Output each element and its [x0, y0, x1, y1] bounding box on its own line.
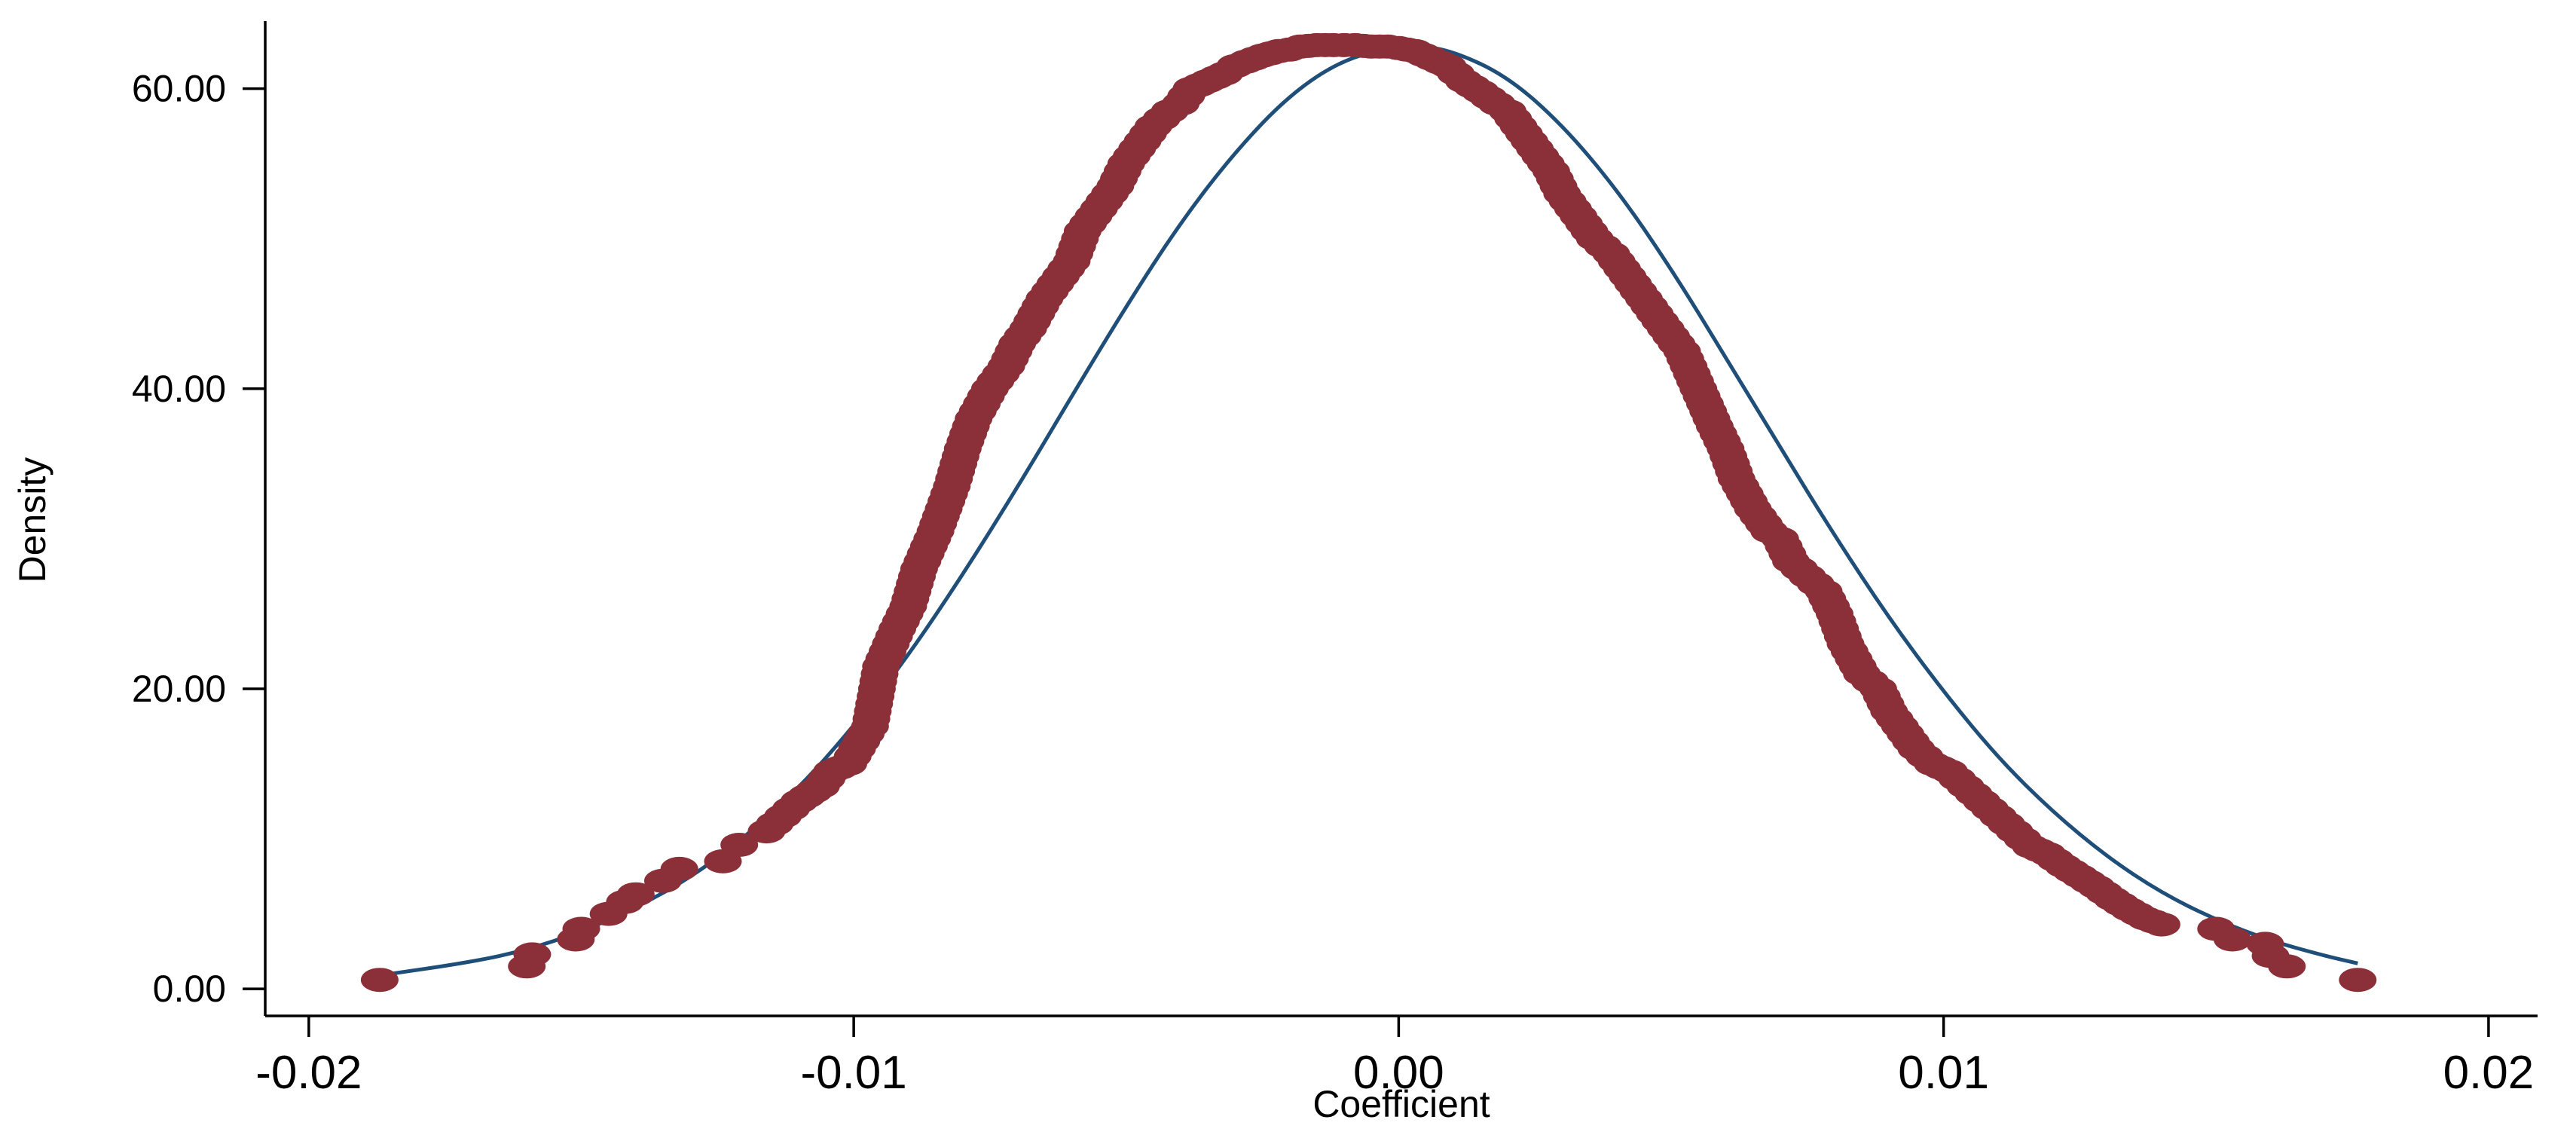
x-tick-label: 0.01 — [1898, 1047, 1989, 1099]
density-point — [2268, 954, 2306, 979]
x-tick-label: -0.02 — [255, 1047, 362, 1099]
y-tick-label: 0.00 — [153, 968, 226, 1010]
density-point — [616, 882, 655, 907]
density-point — [2339, 968, 2377, 993]
x-axis-title: Coefficient — [1312, 1083, 1490, 1125]
density-point — [660, 856, 698, 881]
x-tick-label: 0.02 — [2443, 1047, 2535, 1099]
x-axis-ticks: -0.02 -0.01 0.00 0.01 0.02 — [255, 1016, 2534, 1099]
x-tick-label: -0.01 — [800, 1047, 906, 1099]
density-marker-series — [360, 32, 2377, 993]
y-tick-label: 20.00 — [132, 668, 226, 710]
density-point — [360, 968, 399, 993]
density-point — [513, 942, 552, 967]
density-point — [2142, 912, 2180, 937]
density-point — [562, 916, 600, 941]
normal-curve-line — [379, 44, 2358, 977]
normal-curve-series — [379, 44, 2358, 977]
density-point — [2214, 927, 2251, 952]
density-point — [720, 833, 759, 857]
y-axis-ticks: 0.00 20.00 40.00 60.00 — [132, 68, 265, 1010]
y-tick-label: 40.00 — [132, 368, 226, 410]
y-tick-label: 60.00 — [132, 68, 226, 110]
x-tick-label: 0.00 — [1353, 1047, 1444, 1099]
y-axis-title: Density — [11, 457, 53, 583]
